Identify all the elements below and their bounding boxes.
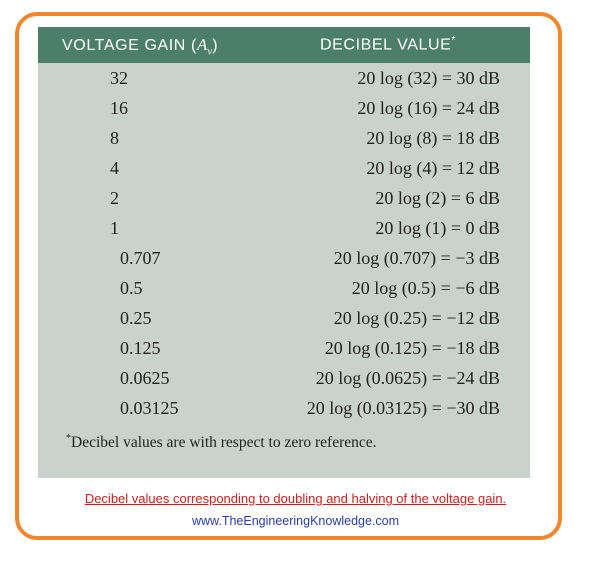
decibel-cell: 20 log (0.125) = −18 dB: [324, 338, 500, 358]
decibel-cell: 20 log (0.25) = −12 dB: [333, 308, 500, 328]
footnote-mark: *: [66, 433, 71, 444]
decibel-cell: 20 log (2) = 6 dB: [375, 188, 500, 208]
header-voltage-gain: VOLTAGE GAIN (Av): [62, 35, 219, 58]
decibel-cell: 20 log (8) = 18 dB: [366, 128, 500, 148]
table-row: 0.125 20 log (0.125) = −18 dB: [38, 334, 530, 364]
table-footnote: *Decibel values are with respect to zero…: [66, 433, 377, 452]
table-row: 2 20 log (2) = 6 dB: [38, 184, 530, 214]
gain-cell: 32: [110, 68, 128, 88]
decibel-cell: 20 log (4) = 12 dB: [366, 158, 500, 178]
gain-cell: 0.707: [120, 248, 161, 268]
gain-cell: 0.5: [120, 278, 143, 298]
footnote-text: Decibel values are with respect to zero …: [71, 434, 377, 452]
header-voltage-gain-text: VOLTAGE GAIN: [62, 37, 186, 54]
figure-caption: Decibel values corresponding to doubling…: [84, 491, 507, 506]
header-gain-symbol: Av: [196, 35, 213, 58]
gain-cell: 0.03125: [120, 398, 179, 418]
table-row: 0.25 20 log (0.25) = −12 dB: [38, 304, 530, 334]
table-row: 0.0625 20 log (0.0625) = −24 dB: [38, 364, 530, 394]
header-decibel-value: DECIBEL VALUE*: [320, 35, 456, 54]
decibel-cell: 20 log (1) = 0 dB: [375, 218, 500, 238]
gain-cell: 8: [110, 128, 119, 148]
website-url: www.TheEngineeringKnowledge.com: [191, 514, 400, 528]
gain-cell: 1: [110, 218, 119, 238]
table-row: 0.03125 20 log (0.03125) = −30 dB: [38, 394, 530, 424]
decibel-cell: 20 log (0.707) = −3 dB: [333, 248, 500, 268]
table-row: 16 20 log (16) = 24 dB: [38, 94, 530, 124]
gain-cell: 16: [110, 98, 128, 118]
header-gain-subscript: v: [207, 45, 213, 58]
gain-cell: 2: [110, 188, 119, 208]
table-row: 8 20 log (8) = 18 dB: [38, 124, 530, 154]
decibel-cell: 20 log (0.03125) = −30 dB: [306, 398, 500, 418]
gain-cell: 4: [110, 158, 119, 178]
table-header: VOLTAGE GAIN (Av) DECIBEL VALUE*: [38, 27, 530, 63]
gain-cell: 0.0625: [120, 368, 170, 388]
header-gain-symbol-letter: A: [196, 35, 208, 54]
decibel-table: VOLTAGE GAIN (Av) DECIBEL VALUE* 32 20 lo…: [38, 27, 530, 478]
table-row: 32 20 log (32) = 30 dB: [38, 64, 530, 94]
decibel-cell: 20 log (32) = 30 dB: [357, 68, 500, 88]
gain-cell: 0.25: [120, 308, 152, 328]
decibel-cell: 20 log (16) = 24 dB: [357, 98, 500, 118]
gain-cell: 0.125: [120, 338, 161, 358]
table-row: 0.5 20 log (0.5) = −6 dB: [38, 274, 530, 304]
table-row: 1 20 log (1) = 0 dB: [38, 214, 530, 244]
header-footnote-mark: *: [451, 35, 456, 46]
decibel-cell: 20 log (0.5) = −6 dB: [351, 278, 500, 298]
table-row: 4 20 log (4) = 12 dB: [38, 154, 530, 184]
decibel-cell: 20 log (0.0625) = −24 dB: [315, 368, 500, 388]
table-row: 0.707 20 log (0.707) = −3 dB: [38, 244, 530, 274]
header-decibel-value-text: DECIBEL VALUE: [320, 36, 452, 54]
